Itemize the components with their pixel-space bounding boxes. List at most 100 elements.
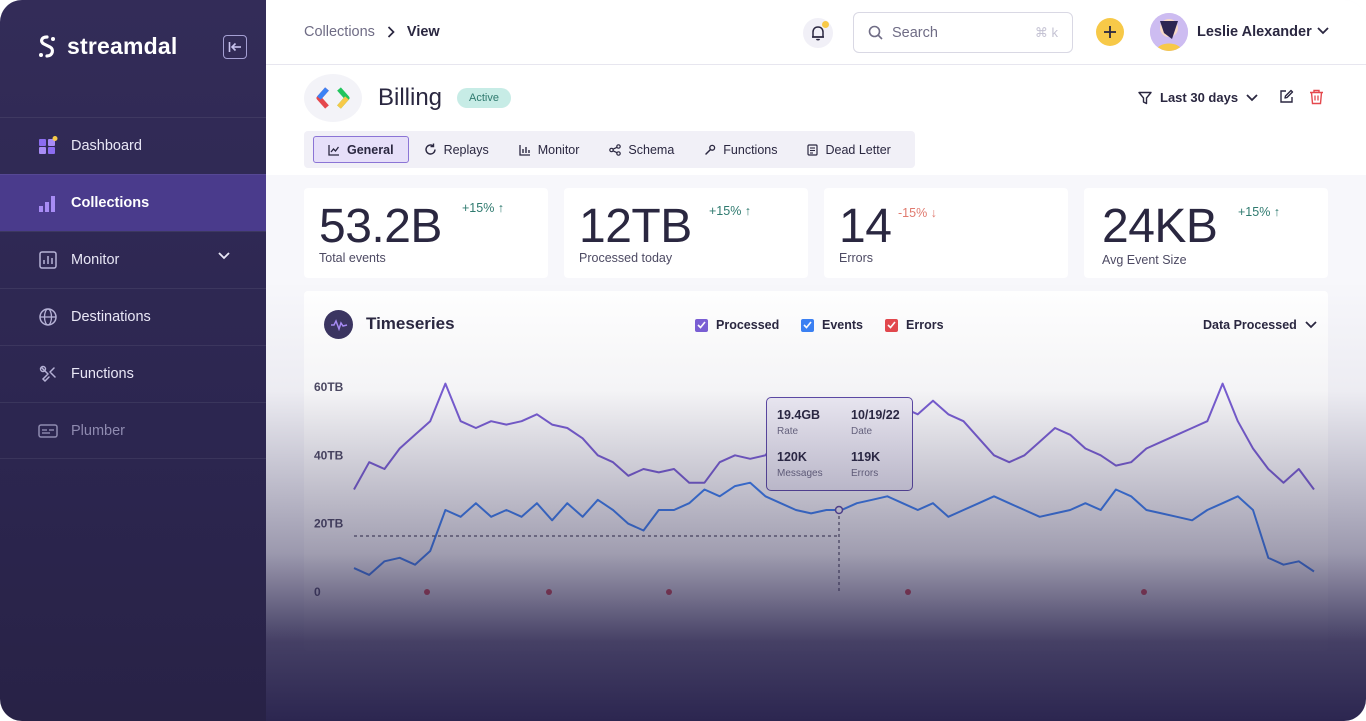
sidebar: streamdal Dashboar: [0, 0, 266, 721]
stat-value: 53.2B: [319, 200, 442, 253]
share-icon: [609, 143, 622, 156]
breadcrumb-current: View: [406, 24, 440, 40]
error-marker: [666, 589, 672, 595]
stat-value: 24KB: [1102, 200, 1218, 253]
error-marker: [546, 589, 552, 595]
hover-point: [834, 505, 844, 515]
stat-card-errors: 14 -15% ↓ Errors: [824, 188, 1068, 278]
checkbox-checked-icon[interactable]: [885, 318, 898, 332]
tooltip-date: 10/19/22 Date: [851, 408, 900, 437]
metric-label: Data Processed: [1203, 318, 1297, 332]
user-name[interactable]: Leslie Alexander: [1197, 24, 1312, 40]
top-bar: Collections View ⌘ k: [266, 0, 1366, 65]
edit-icon: [1280, 89, 1294, 103]
collection-header: Billing Active Last 30 days: [266, 65, 1366, 175]
legend-errors[interactable]: Errors: [885, 318, 944, 332]
tab-dead-letter[interactable]: Dead Letter: [792, 136, 905, 163]
tab-label: General: [347, 142, 394, 157]
delete-button[interactable]: [1309, 89, 1324, 110]
sidebar-item-dashboard[interactable]: Dashboard: [0, 117, 266, 174]
sidebar-item-destinations[interactable]: Destinations: [0, 288, 266, 345]
stat-card-processed-today: 12TB +15% ↑ Processed today: [564, 188, 808, 278]
collapse-sidebar-button[interactable]: [223, 35, 247, 59]
stat-delta: +15% ↑: [462, 201, 505, 215]
legend-label: Processed: [716, 318, 780, 332]
user-avatar-icon: [1150, 13, 1188, 51]
streamdal-logo-icon: [39, 34, 55, 58]
chevron-down-icon[interactable]: [218, 252, 230, 260]
stat-value: 12TB: [579, 200, 692, 253]
wave-icon: [324, 310, 353, 339]
timeseries-title: Timeseries: [366, 314, 455, 333]
edit-button[interactable]: [1279, 89, 1294, 109]
chevron-down-icon: [1305, 321, 1317, 329]
wrench-icon: [705, 144, 716, 155]
metric-dropdown[interactable]: Data Processed: [1203, 318, 1317, 332]
y-tick-label: 0: [314, 585, 321, 599]
sidebar-item-monitor[interactable]: Monitor: [0, 231, 266, 288]
plus-icon: [1104, 26, 1116, 38]
stat-label: Processed today: [579, 251, 673, 265]
sidebar-item-label: Plumber: [71, 422, 125, 439]
bell-icon: [812, 26, 824, 41]
add-button[interactable]: [1096, 18, 1124, 46]
date-range-label: Last 30 days: [1160, 90, 1239, 105]
tab-general[interactable]: General: [313, 136, 409, 163]
globe-icon: [38, 307, 58, 327]
bar-chart-icon: [519, 144, 530, 156]
tab-label: Monitor: [537, 142, 580, 157]
error-marker: [905, 589, 911, 595]
tab-label: Schema: [628, 142, 675, 157]
tab-functions[interactable]: Functions: [689, 136, 792, 163]
tab-replays[interactable]: Replays: [409, 136, 504, 163]
checkbox-checked-icon[interactable]: [801, 318, 814, 332]
breadcrumb-collections-link[interactable]: Collections: [304, 24, 375, 40]
collection-logo: [304, 74, 362, 122]
page-title: Billing: [378, 84, 443, 111]
brand-logo[interactable]: streamdal: [36, 33, 177, 60]
search-input[interactable]: [892, 24, 1022, 41]
wrench-icon: [38, 364, 58, 384]
monitor-icon: [38, 250, 58, 270]
filter-icon: [1138, 91, 1152, 104]
notifications-button[interactable]: [803, 18, 833, 48]
stat-label: Errors: [839, 251, 874, 265]
checkbox-checked-icon[interactable]: [695, 318, 708, 332]
tooltip-messages: 120K Messages: [777, 450, 823, 479]
tab-schema[interactable]: Schema: [594, 136, 689, 163]
sidebar-item-functions[interactable]: Functions: [0, 345, 266, 402]
legend-events[interactable]: Events: [801, 318, 863, 332]
error-marker: [1141, 589, 1147, 595]
tooltip-rate: 19.4GB Rate: [777, 408, 821, 437]
legend-label: Events: [822, 318, 863, 332]
sidebar-nav: Dashboard Collections: [0, 117, 266, 459]
avatar[interactable]: [1150, 13, 1188, 51]
document-icon: [807, 143, 819, 156]
line-chart-icon: [328, 144, 340, 156]
sidebar-item-collections[interactable]: Collections: [0, 174, 266, 231]
series-line-events: [353, 481, 1315, 576]
sidebar-item-label: Collections: [71, 195, 150, 211]
legend-label: Errors: [906, 318, 944, 332]
legend-processed[interactable]: Processed: [695, 318, 779, 332]
tab-label: Replays: [443, 142, 489, 157]
bar-chart-icon: [38, 193, 58, 213]
search-shortcut: ⌘ k: [1034, 25, 1058, 40]
search-box[interactable]: ⌘ k: [853, 12, 1073, 53]
stat-delta: -15% ↓: [898, 206, 937, 220]
collapse-icon: [228, 42, 241, 52]
collection-logo-icon: [316, 87, 350, 109]
chevron-down-icon[interactable]: [1317, 27, 1329, 35]
stat-delta: +15% ↑: [709, 204, 752, 218]
tooltip-errors: 119K Errors: [851, 450, 881, 479]
chevron-right-icon: [387, 26, 395, 38]
sidebar-item-label: Dashboard: [71, 138, 142, 154]
date-range-filter[interactable]: Last 30 days: [1138, 90, 1258, 105]
tab-monitor[interactable]: Monitor: [504, 136, 595, 163]
refresh-icon: [424, 143, 436, 155]
sidebar-item-plumber[interactable]: Plumber: [0, 402, 266, 459]
stat-label: Total events: [319, 251, 386, 265]
sidebar-item-label: Destinations: [71, 309, 151, 325]
tab-label: Functions: [723, 142, 778, 157]
